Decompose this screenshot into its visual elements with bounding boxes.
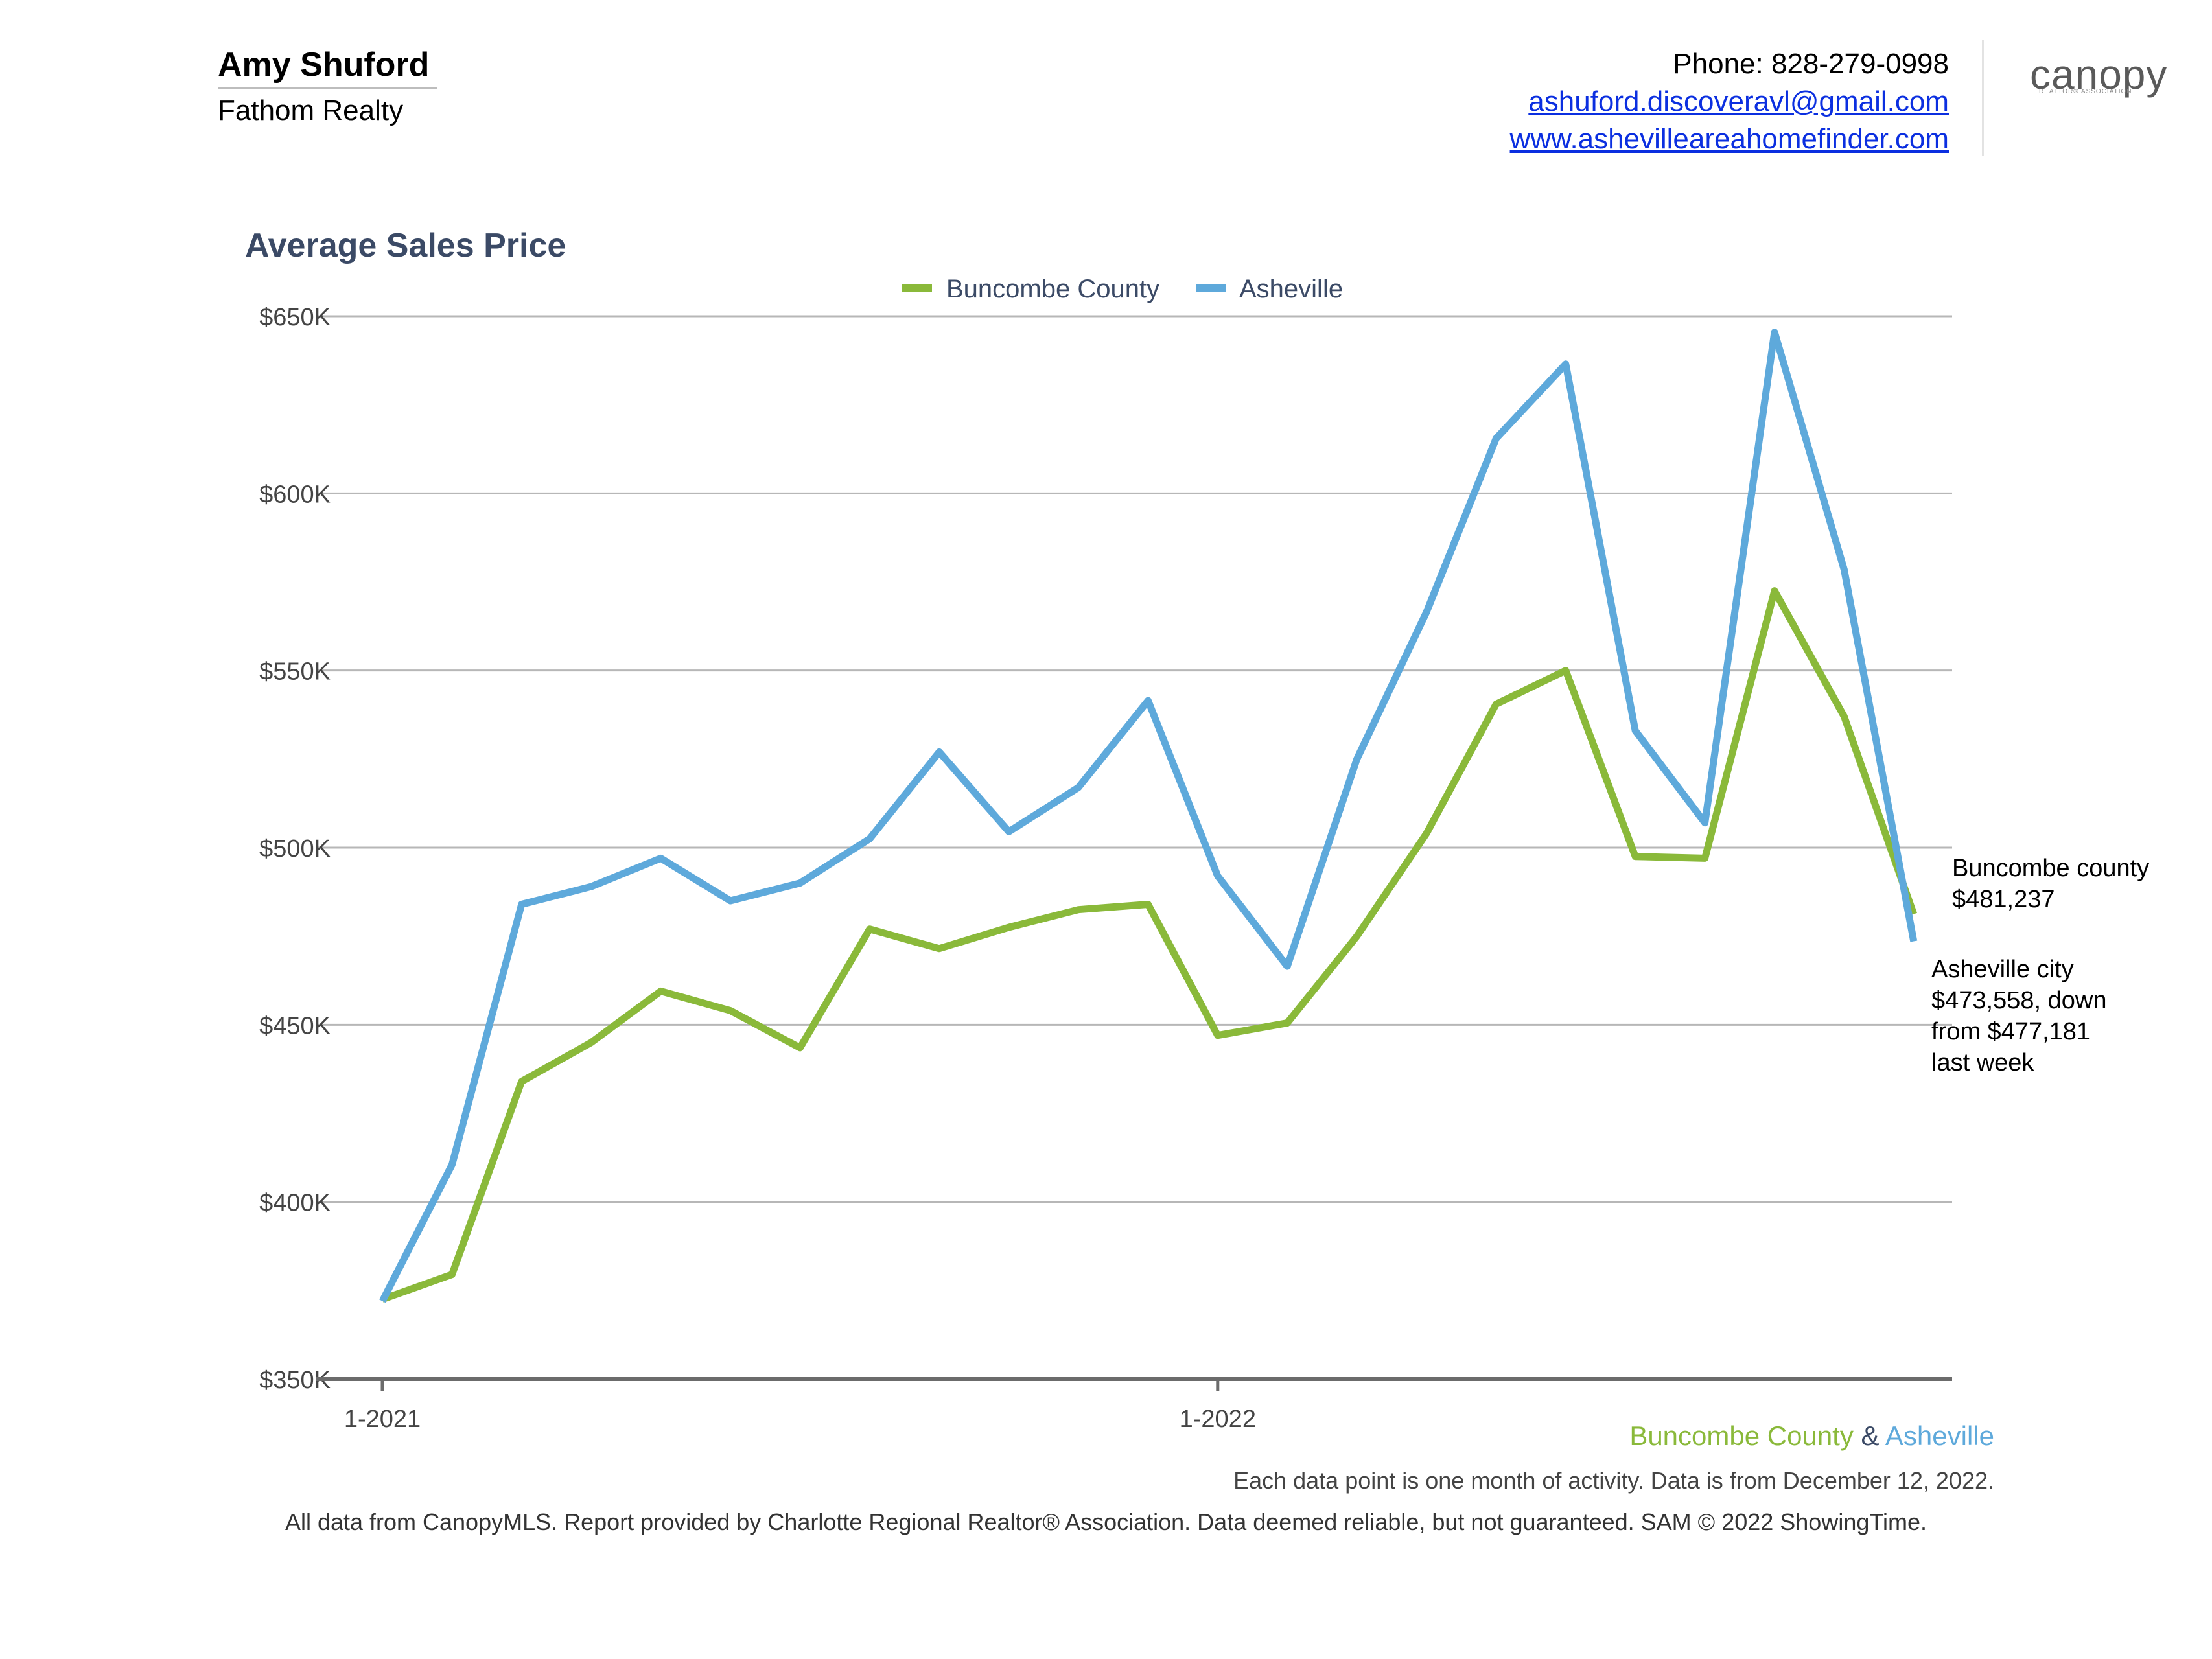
annotation-line: Buncombe county: [1952, 855, 2149, 882]
annotation-line: Asheville city: [1931, 956, 2074, 983]
x-axis: 1-2021 1-2022: [316, 1377, 1952, 1433]
series-line-buncombe: [381, 587, 1917, 1303]
y-axis-tick-labels: $350K$400K$450K$500K$550K$600K$650K: [259, 304, 331, 1394]
y-tick-label: $450K: [259, 1012, 331, 1039]
agent-company: Fathom Realty: [218, 95, 404, 126]
annotation-buncombe-county: Buncombe county $481,237: [1952, 855, 2149, 913]
footer-legend-buncombe: Buncombe County: [1629, 1421, 1854, 1451]
footer-legend-ampersand: &: [1861, 1421, 1880, 1451]
contact-website-link[interactable]: www.ashevilleareahomefinder.com: [1509, 123, 1949, 155]
contact-email-link[interactable]: ashuford.discoveravl@gmail.com: [1528, 86, 1949, 117]
footer-legend-asheville: Asheville: [1885, 1421, 1994, 1451]
annotation-line: last week: [1931, 1049, 2034, 1076]
canopy-logo-subtitle: REALTOR® ASSOCIATION: [2039, 88, 2132, 95]
legend-label-buncombe: Buncombe County: [946, 275, 1159, 303]
data-note: Each data point is one month of activity…: [1233, 1467, 1994, 1494]
agent-name-underline: [218, 87, 437, 89]
gridlines: [316, 315, 1952, 1203]
y-tick-label: $400K: [259, 1190, 331, 1217]
annotation-line: $481,237: [1952, 886, 2055, 913]
header-divider: [1982, 40, 1984, 156]
series-lines: [379, 329, 1918, 1303]
legend-label-asheville: Asheville: [1239, 275, 1343, 303]
series-line-asheville: [379, 329, 1918, 1303]
chart-legend: Buncombe County Asheville: [902, 275, 1343, 303]
agent-name: Amy Shuford: [218, 46, 430, 84]
y-tick-label: $650K: [259, 304, 331, 331]
y-tick-label: $500K: [259, 835, 331, 863]
canopy-logo: canopy: [2030, 51, 2168, 98]
footer-legend: Buncombe County & Asheville: [1629, 1421, 1994, 1452]
contact-phone: Phone: 828-279-0998: [1673, 48, 1949, 80]
x-tick-label: 1-2022: [1180, 1406, 1256, 1433]
chart-annotations: Buncombe county $481,237 Asheville city $4…: [1931, 855, 2149, 1076]
annotation-line: $473,558, down: [1931, 987, 2106, 1014]
x-tick-label: 1-2021: [344, 1406, 421, 1433]
legend-swatch-buncombe: [902, 284, 932, 292]
y-tick-label: $550K: [259, 658, 331, 686]
data-disclaimer: All data from CanopyMLS. Report provided…: [285, 1509, 1927, 1535]
annotation-line: from $477,181: [1931, 1018, 2090, 1045]
legend-swatch-asheville: [1196, 284, 1226, 292]
annotation-asheville-city: Asheville city $473,558, down from $477,18…: [1931, 956, 2106, 1076]
chart-title: Average Sales Price: [245, 227, 566, 264]
y-tick-label: $600K: [259, 481, 331, 508]
